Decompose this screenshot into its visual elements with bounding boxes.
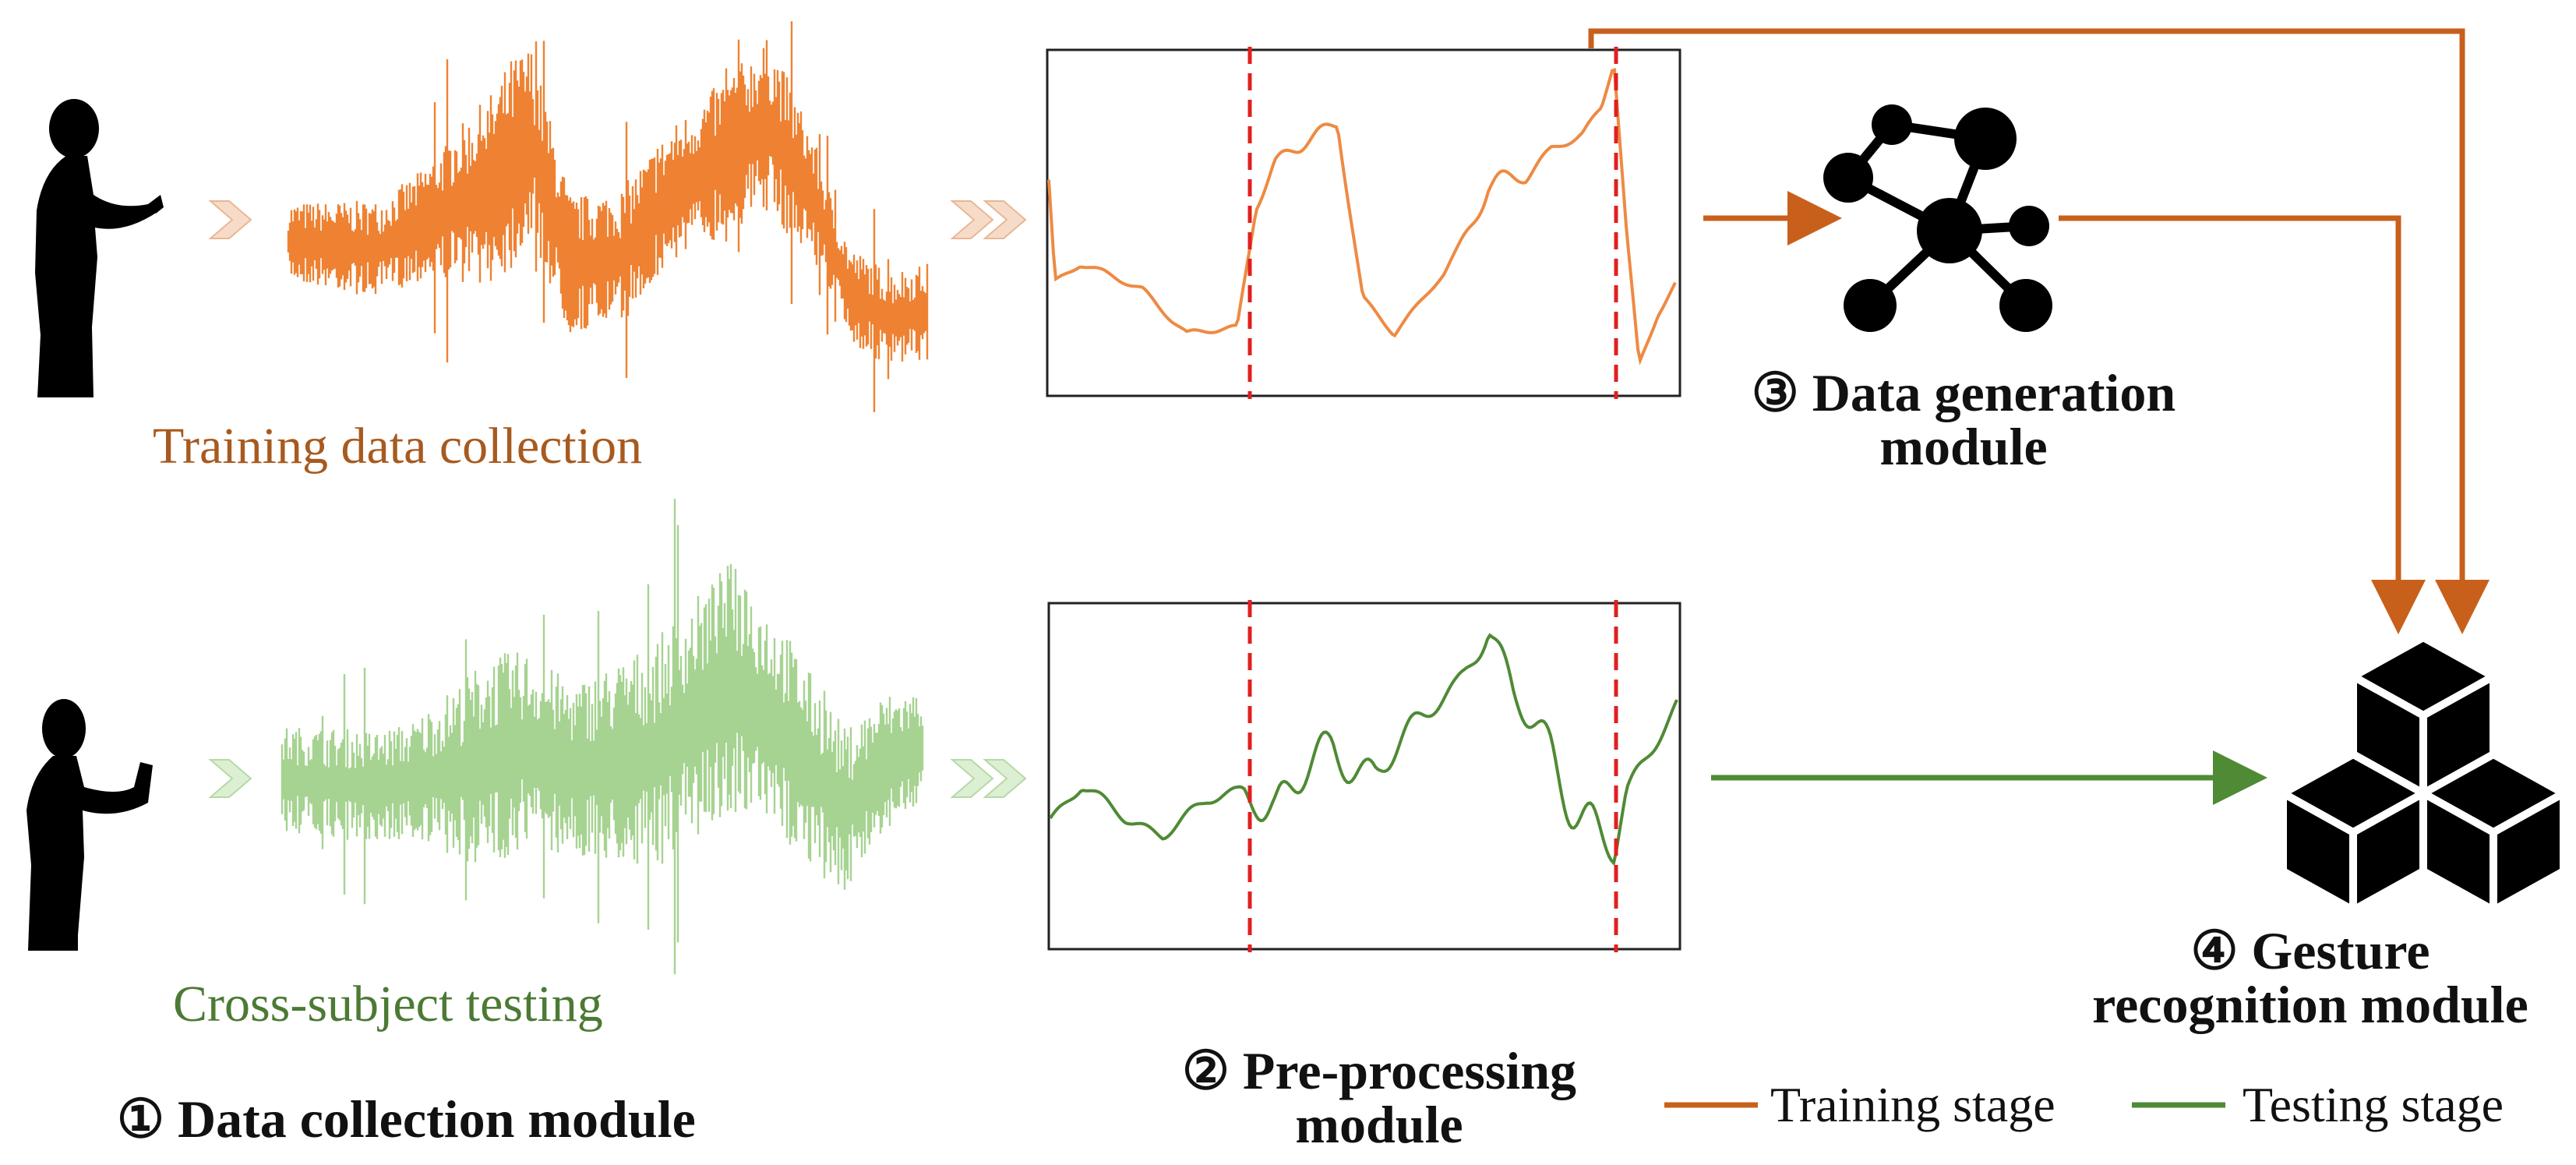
- legend-training-label: Training stage: [1770, 1077, 2056, 1132]
- person-gesturing-icon: [35, 99, 164, 397]
- network-graph-icon: [1823, 104, 2052, 332]
- training-caption: Training data collection: [153, 418, 643, 475]
- preprocessed-testing-curve: [1049, 633, 1678, 867]
- preprocessing-module-title: ② Pre-processing module: [1106, 1041, 1652, 1155]
- raw-testing-signal: [281, 499, 924, 975]
- preprocessed-training-plot: [1046, 48, 1681, 397]
- generation-title-line2: module: [1879, 417, 2048, 477]
- preprocessing-title-line2: module: [1295, 1095, 1463, 1155]
- collection-module-title: ① Data collection module: [117, 1089, 696, 1149]
- preprocessing-title-line1: ② Pre-processing: [1181, 1041, 1577, 1100]
- preprocessed-training-curve: [1047, 68, 1677, 366]
- recognition-title-line2: recognition module: [2092, 975, 2528, 1035]
- training-bypass-arrow: [1588, 28, 2490, 634]
- person-hand-raised-icon: [26, 699, 153, 951]
- recognition-module-title: ④ Gesture recognition module: [2057, 921, 2564, 1035]
- recognition-title-line1: ④ Gesture: [2190, 921, 2430, 980]
- chevron-right-icon: [208, 200, 252, 239]
- double-chevron-right-icon: [950, 759, 1027, 798]
- signal-trace: [281, 499, 924, 975]
- generation-title-line1: ③ Data generation: [1751, 363, 2176, 422]
- raw-training-signal: [287, 21, 929, 412]
- signal-trace: [287, 21, 929, 412]
- training-flow-arrow: [2059, 215, 2426, 634]
- testing-caption: Cross-subject testing: [173, 976, 603, 1033]
- double-chevron-right-icon: [950, 200, 1027, 239]
- stacked-cubes-icon: [2279, 634, 2567, 914]
- preprocessed-testing-plot: [1047, 602, 1681, 951]
- generation-module-title: ③ Data generation module: [1691, 363, 2236, 477]
- legend-testing-label: Testing stage: [2243, 1077, 2504, 1132]
- chevron-right-icon: [208, 759, 252, 798]
